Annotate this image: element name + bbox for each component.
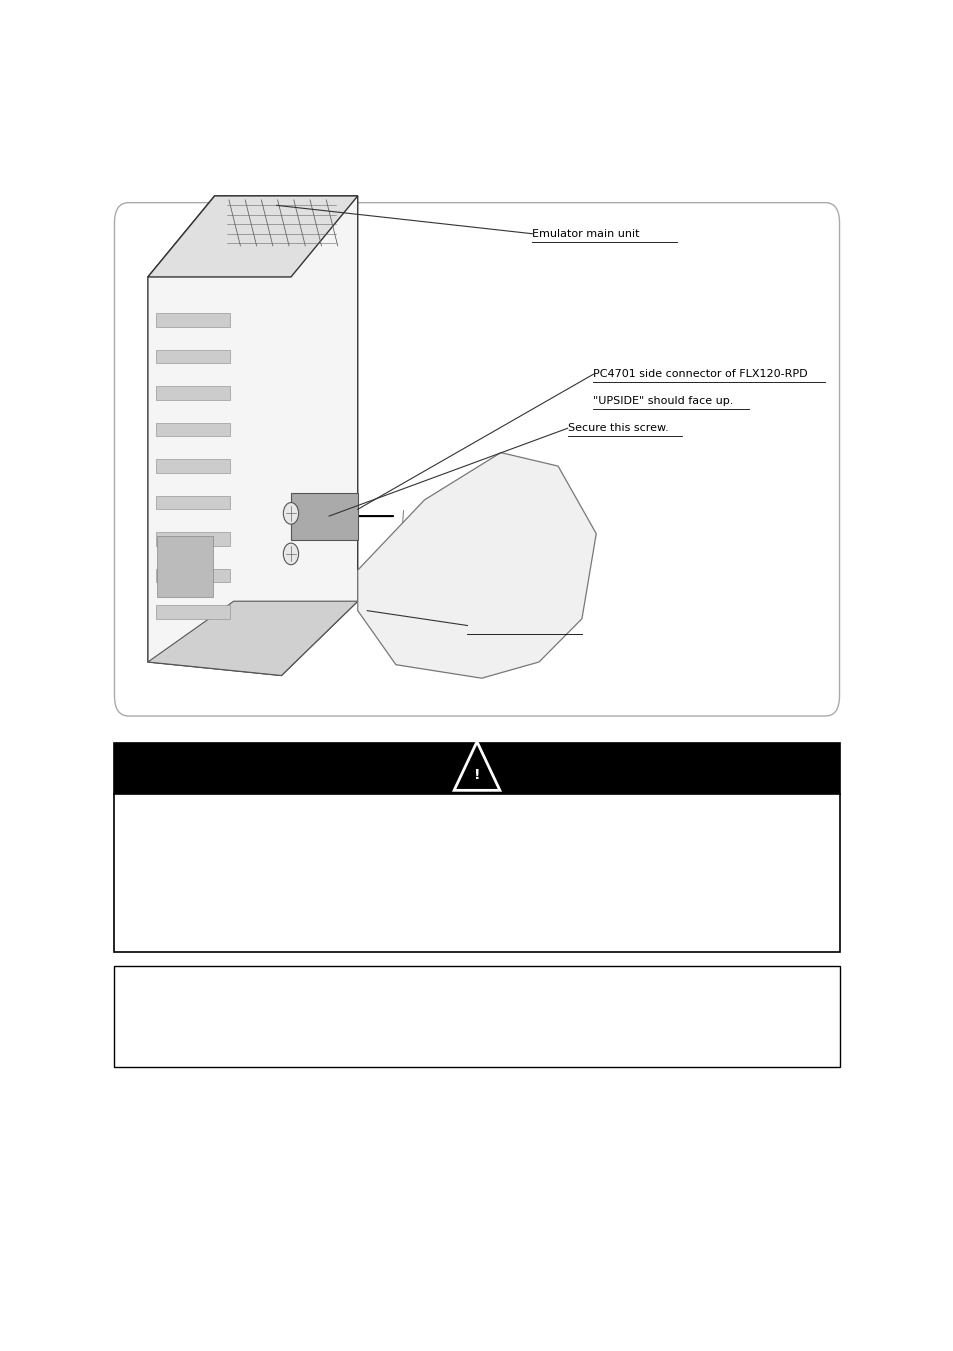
Text: "UPSIDE" should face up.: "UPSIDE" should face up. [593,396,733,407]
Bar [157,536,213,597]
Bar [155,532,230,546]
Bar [155,496,230,509]
Bar [155,313,230,327]
Bar [155,423,230,436]
Polygon shape [291,493,357,540]
Bar [155,459,230,473]
Polygon shape [148,601,357,676]
Polygon shape [454,742,499,790]
Polygon shape [148,196,357,676]
Bar [114,794,839,952]
Bar [155,350,230,363]
Text: !: ! [474,769,479,782]
Bar [155,605,230,619]
Polygon shape [148,196,357,277]
Circle shape [283,503,298,524]
Bar [114,743,839,794]
Text: Emulator main unit: Emulator main unit [532,228,639,239]
Polygon shape [357,453,596,678]
Text: Secure this screw.: Secure this screw. [567,423,668,434]
FancyBboxPatch shape [114,203,839,716]
Polygon shape [367,493,558,617]
Bar [155,569,230,582]
Text: Secure this screw.: Secure this screw. [467,620,568,631]
Bar [155,386,230,400]
Circle shape [283,543,298,565]
Text: PC4701 side connector of FLX120-RPD: PC4701 side connector of FLX120-RPD [593,369,807,380]
Bar [114,966,839,1067]
